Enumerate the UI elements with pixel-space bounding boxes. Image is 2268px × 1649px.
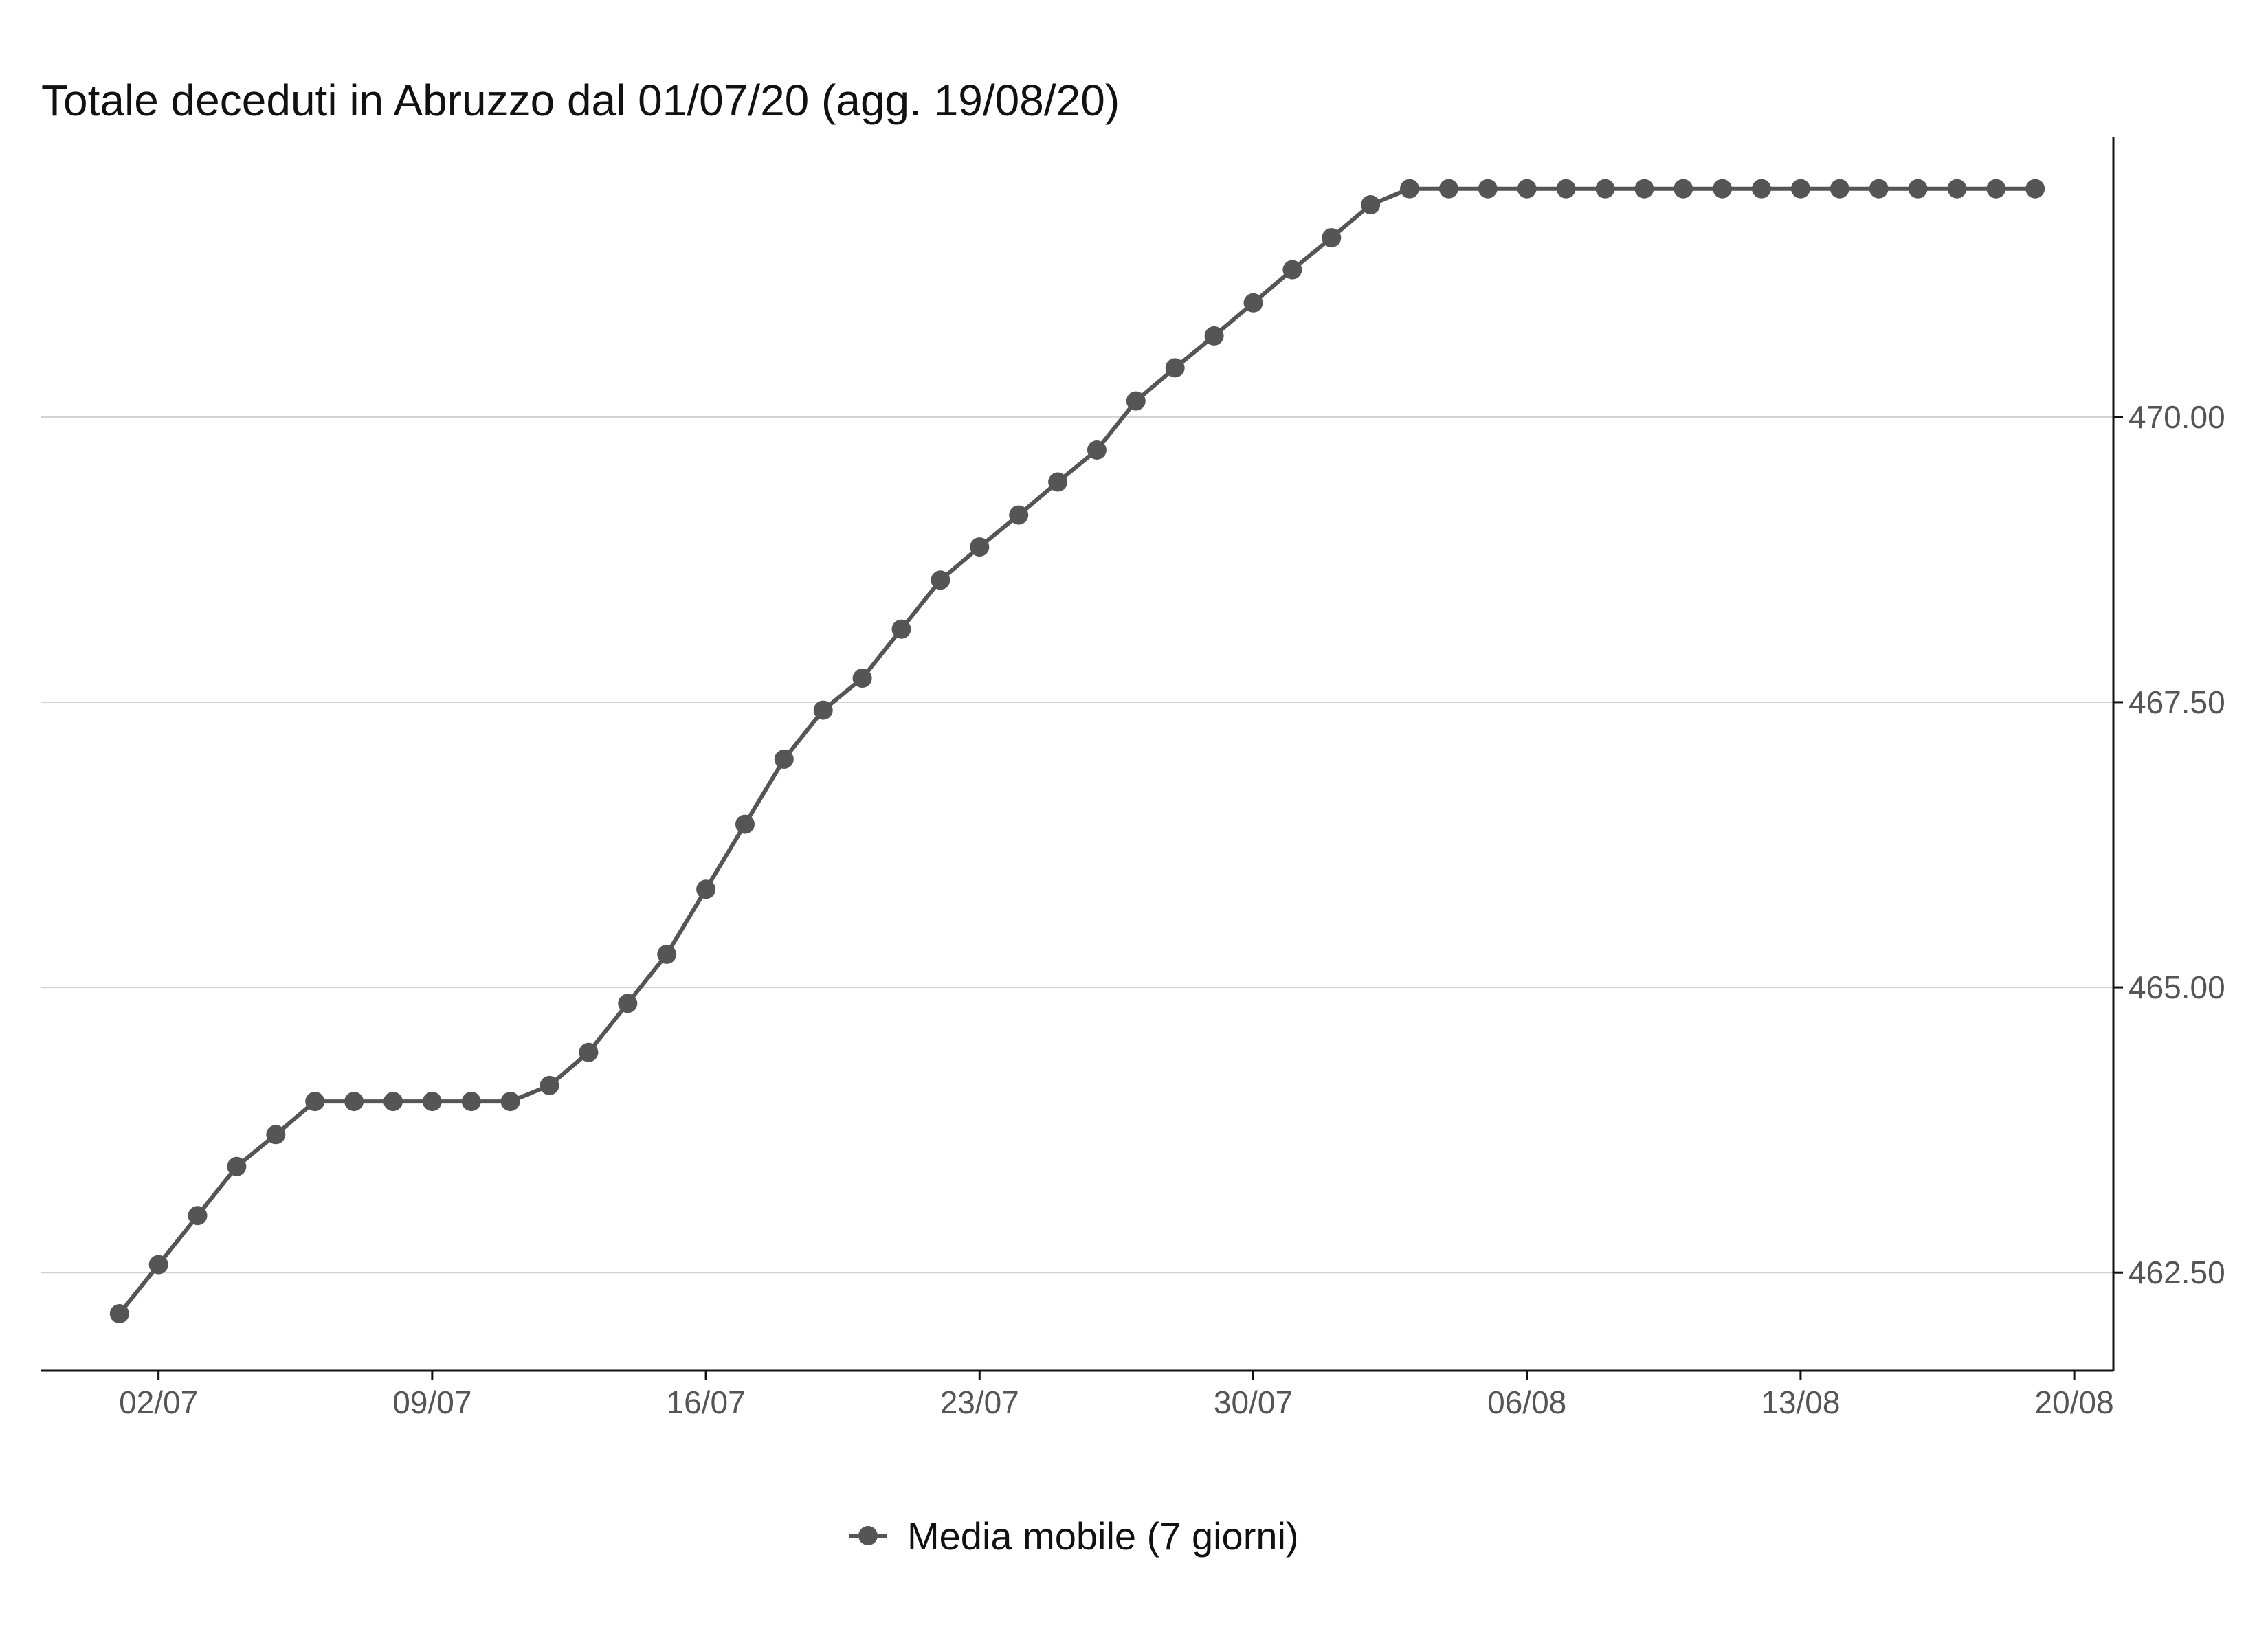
data-point	[1634, 179, 1654, 199]
series-media-mobile	[109, 179, 2045, 1323]
data-point	[1595, 179, 1615, 199]
data-point	[305, 1092, 325, 1112]
y-tick-label: 470.00	[2128, 399, 2225, 435]
data-point	[540, 1075, 559, 1095]
data-point	[1400, 179, 1419, 199]
series-line	[118, 186, 2036, 1315]
data-point	[657, 944, 677, 964]
data-point	[2025, 179, 2045, 199]
data-point	[813, 700, 833, 720]
x-tick-label: 02/07	[119, 1384, 198, 1420]
data-point	[1869, 179, 1889, 199]
data-point	[618, 994, 638, 1013]
data-point	[1674, 179, 1693, 199]
data-point	[500, 1092, 520, 1112]
data-point	[109, 1304, 129, 1323]
data-point	[1361, 195, 1381, 214]
data-point	[1165, 358, 1185, 378]
legend-label: Media mobile (7 giorni)	[907, 1514, 1299, 1558]
data-point	[148, 1255, 168, 1275]
data-point	[1830, 179, 1849, 199]
data-point	[696, 879, 716, 899]
y-tick-label: 462.50	[2128, 1255, 2225, 1290]
data-point	[1752, 179, 1771, 199]
data-point	[1282, 260, 1302, 280]
x-tick-label: 13/08	[1761, 1384, 1840, 1420]
data-point	[1947, 179, 1967, 199]
data-point	[1009, 505, 1029, 525]
data-point	[774, 750, 794, 769]
data-point	[1048, 472, 1068, 492]
data-point	[227, 1156, 247, 1176]
data-point	[1438, 179, 1458, 199]
x-tick-label: 09/07	[392, 1384, 471, 1420]
data-point	[1556, 179, 1576, 199]
data-point	[1243, 293, 1263, 313]
y-axis-ticks: 462.50 465.00 467.50 470.00	[2113, 399, 2225, 1290]
data-point	[891, 619, 911, 639]
data-point	[344, 1092, 364, 1112]
data-point	[266, 1125, 286, 1145]
x-tick-label: 23/07	[940, 1384, 1019, 1420]
legend: Media mobile (7 giorni)	[849, 1514, 1299, 1558]
data-point	[1126, 391, 1146, 411]
data-point	[1908, 179, 1928, 199]
data-point	[1713, 179, 1733, 199]
data-point	[1087, 440, 1107, 460]
data-point	[1790, 179, 1810, 199]
data-point	[579, 1042, 599, 1062]
x-tick-label: 30/07	[1214, 1384, 1293, 1420]
data-point	[1517, 179, 1537, 199]
data-point	[1204, 326, 1224, 346]
x-tick-label: 16/07	[667, 1384, 746, 1420]
gridlines	[41, 416, 2113, 1274]
data-point	[1478, 179, 1498, 199]
y-tick-label: 465.00	[2128, 969, 2225, 1005]
data-point	[970, 537, 990, 557]
data-point	[422, 1092, 442, 1112]
chart-title: Totale deceduti in Abruzzo dal 01/07/20 …	[41, 76, 1120, 125]
data-point	[461, 1092, 481, 1112]
x-tick-label: 06/08	[1487, 1384, 1566, 1420]
x-axis-ticks: 02/07 09/07 16/07 23/07 30/07 06/08 13/08 20/08	[119, 1371, 2114, 1420]
axes	[41, 137, 2115, 1372]
data-point	[735, 814, 755, 834]
y-tick-label: 467.50	[2128, 684, 2225, 720]
x-tick-label: 20/08	[2035, 1384, 2114, 1420]
data-point	[1322, 228, 1342, 248]
data-point	[383, 1092, 403, 1112]
data-point	[931, 570, 950, 590]
data-point	[1986, 179, 2006, 199]
data-point	[852, 669, 872, 688]
legend-marker	[858, 1526, 878, 1545]
data-point	[188, 1206, 208, 1226]
